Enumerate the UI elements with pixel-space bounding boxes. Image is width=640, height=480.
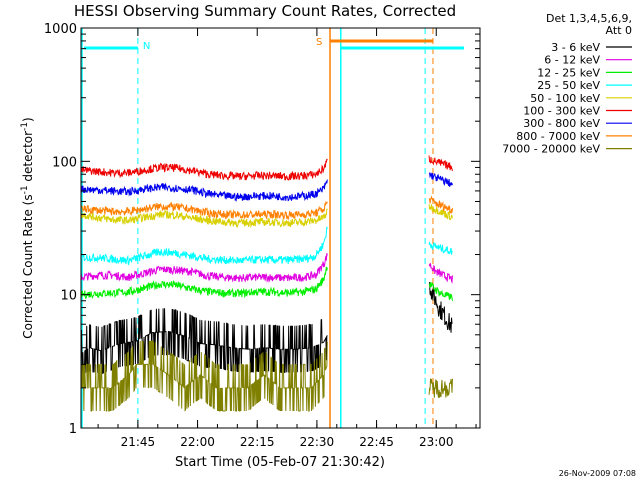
legend-label: 300 - 800 keV bbox=[523, 117, 600, 130]
plot-frame bbox=[80, 27, 481, 429]
y-axis-label: Corrected Count Rate (s-1 detector-1) bbox=[20, 117, 35, 338]
series-line-before-saa bbox=[80, 253, 328, 284]
series-line-before-saa bbox=[80, 200, 328, 221]
y-axis-label-mid: detector bbox=[21, 131, 35, 186]
x-tick-label: 22:30 bbox=[300, 435, 335, 449]
series-layer bbox=[80, 155, 453, 412]
y-tick-label: 1 bbox=[69, 422, 77, 437]
x-axis: 21:45 22:00 22:15 22:30 22:45 23:00 bbox=[97, 28, 477, 449]
y-axis-label-end: ) bbox=[21, 117, 35, 122]
saa-flag-label: S bbox=[316, 37, 322, 48]
x-tick-label: 22:00 bbox=[180, 435, 215, 449]
spacecraft-regions bbox=[81, 28, 434, 428]
y-axis-label-main: Corrected Count Rate (s bbox=[21, 194, 35, 338]
legend-label: 800 - 7000 keV bbox=[516, 130, 600, 143]
y-tick-label: 1000 bbox=[44, 22, 77, 37]
legend-label: 100 - 300 keV bbox=[523, 105, 600, 118]
x-tick-label: 22:45 bbox=[359, 435, 394, 449]
series-line-before-saa bbox=[80, 208, 328, 228]
legend-label: 12 - 25 keV bbox=[537, 66, 600, 79]
y-axis-label-sup2: -1 bbox=[20, 122, 30, 131]
series-line-before-saa bbox=[80, 266, 328, 300]
series-line-after-saa bbox=[428, 204, 453, 221]
series-line-before-saa bbox=[80, 340, 328, 412]
series-line-after-saa bbox=[428, 195, 453, 214]
series-line-before-saa bbox=[80, 226, 328, 266]
x-tick-label: 22:15 bbox=[240, 435, 275, 449]
timestamp: 26-Nov-2009 07:08 bbox=[559, 469, 636, 478]
night-flag-label: N bbox=[143, 41, 150, 52]
y-axis: 1 10 100 1000 bbox=[44, 22, 480, 437]
y-tick-label: 100 bbox=[52, 155, 77, 170]
legend-title: Det 1,3,4,5,6,9, bbox=[546, 12, 632, 25]
series-line-before-saa bbox=[80, 158, 328, 181]
y-axis-label-sup1: -1 bbox=[20, 185, 30, 194]
series-line-after-saa bbox=[428, 378, 453, 398]
legend-label: 7000 - 20000 keV bbox=[502, 143, 600, 156]
series-line-after-saa bbox=[428, 281, 453, 301]
series-line-before-saa bbox=[80, 308, 328, 377]
series-line-before-saa bbox=[80, 179, 328, 202]
legend-label: 25 - 50 keV bbox=[537, 79, 600, 92]
series-line-after-saa bbox=[428, 282, 453, 333]
series-line-after-saa bbox=[428, 155, 453, 172]
x-axis-label: Start Time (05-Feb-07 21:30:42) bbox=[175, 455, 385, 470]
x-tick-label: 23:00 bbox=[419, 435, 454, 449]
legend-label: 3 - 6 keV bbox=[551, 41, 600, 54]
chart-title: HESSI Observing Summary Count Rates, Cor… bbox=[74, 2, 456, 20]
legend-label: 50 - 100 keV bbox=[530, 92, 600, 105]
series-line-after-saa bbox=[428, 241, 453, 255]
x-tick-label: 21:45 bbox=[121, 435, 156, 449]
series-line-after-saa bbox=[428, 263, 453, 284]
legend-subtitle: Att 0 bbox=[606, 24, 632, 37]
series-line-after-saa bbox=[428, 172, 453, 187]
legend-label: 6 - 12 keV bbox=[544, 54, 600, 67]
y-tick-label: 10 bbox=[60, 289, 77, 304]
